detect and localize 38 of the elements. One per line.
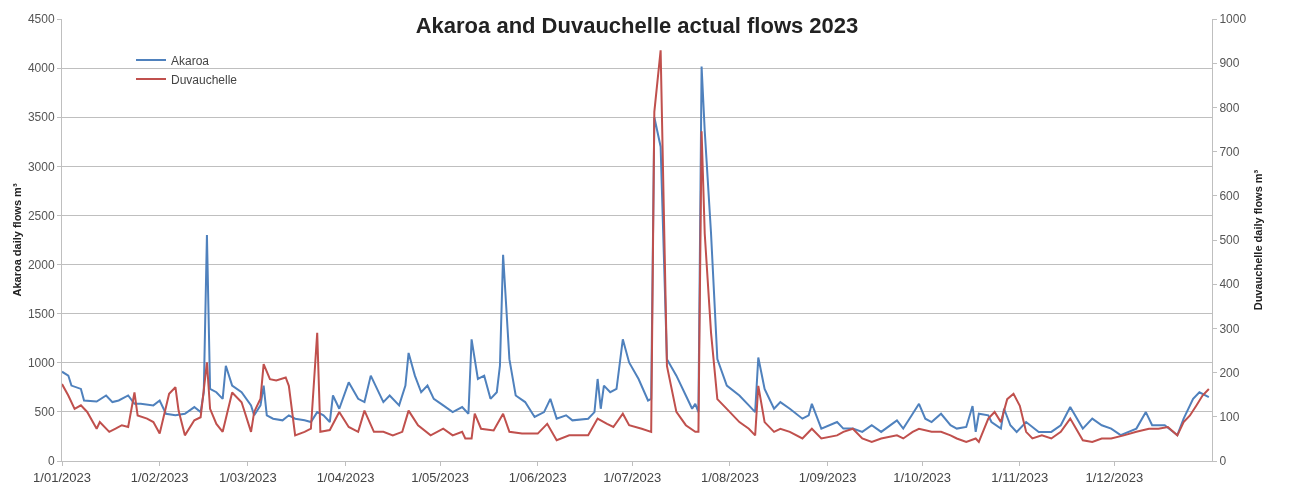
y2-tick-label: 0 — [1219, 454, 1227, 469]
y-tick-label: 3000 — [27, 159, 55, 174]
x-tick-label: 1/04/2023 — [316, 469, 375, 485]
y2-axis-title: Duvauchelle daily flows m³ — [1251, 169, 1264, 311]
x-tick-label: 1/05/2023 — [411, 469, 469, 485]
y2-tick-label: 400 — [1219, 277, 1240, 292]
y-tick-label: 500 — [34, 405, 55, 420]
x-tick-label: 1/06/2023 — [508, 469, 567, 485]
y-tick-label: 4000 — [27, 61, 55, 76]
y-tick-label: 4500 — [27, 12, 55, 27]
x-tick-label: 1/01/2023 — [33, 469, 91, 485]
y2-tick-label: 900 — [1219, 56, 1240, 71]
x-tick-label: 1/03/2023 — [218, 469, 277, 485]
x-tick-label: 1/12/2023 — [1085, 469, 1144, 485]
y2-tick-label: 300 — [1219, 321, 1240, 336]
y-tick-label: 2000 — [27, 257, 55, 272]
y-tick-label: 1500 — [27, 306, 55, 321]
chart-title: Akaroa and Duvauchelle actual flows 2023 — [415, 12, 859, 38]
y-axis-title: Akaroa daily flows m³ — [10, 183, 23, 297]
y2-tick-label: 700 — [1219, 144, 1240, 159]
y2-tick-label: 200 — [1219, 365, 1240, 380]
legend-label: Akaroa — [171, 53, 210, 68]
legend-label: Duvauchelle — [171, 72, 238, 87]
y-tick-label: 1000 — [27, 355, 55, 370]
y2-tick-label: 600 — [1219, 189, 1240, 203]
y2-tick-label: 1000 — [1219, 12, 1247, 27]
x-tick-label: 1/08/2023 — [701, 469, 759, 485]
y-tick-label: 2500 — [27, 208, 55, 223]
y-tick-label: 0 — [47, 454, 55, 469]
y2-tick-label: 800 — [1219, 100, 1240, 115]
x-tick-label: 1/07/2023 — [603, 469, 662, 485]
x-tick-label: 1/11/2023 — [991, 469, 1049, 485]
y-tick-label: 3500 — [27, 110, 55, 125]
x-tick-label: 1/09/2023 — [798, 469, 857, 485]
x-tick-label: 1/10/2023 — [893, 469, 952, 485]
y2-tick-label: 500 — [1219, 233, 1240, 248]
y2-tick-label: 100 — [1219, 410, 1240, 424]
x-tick-label: 1/02/2023 — [130, 469, 189, 485]
